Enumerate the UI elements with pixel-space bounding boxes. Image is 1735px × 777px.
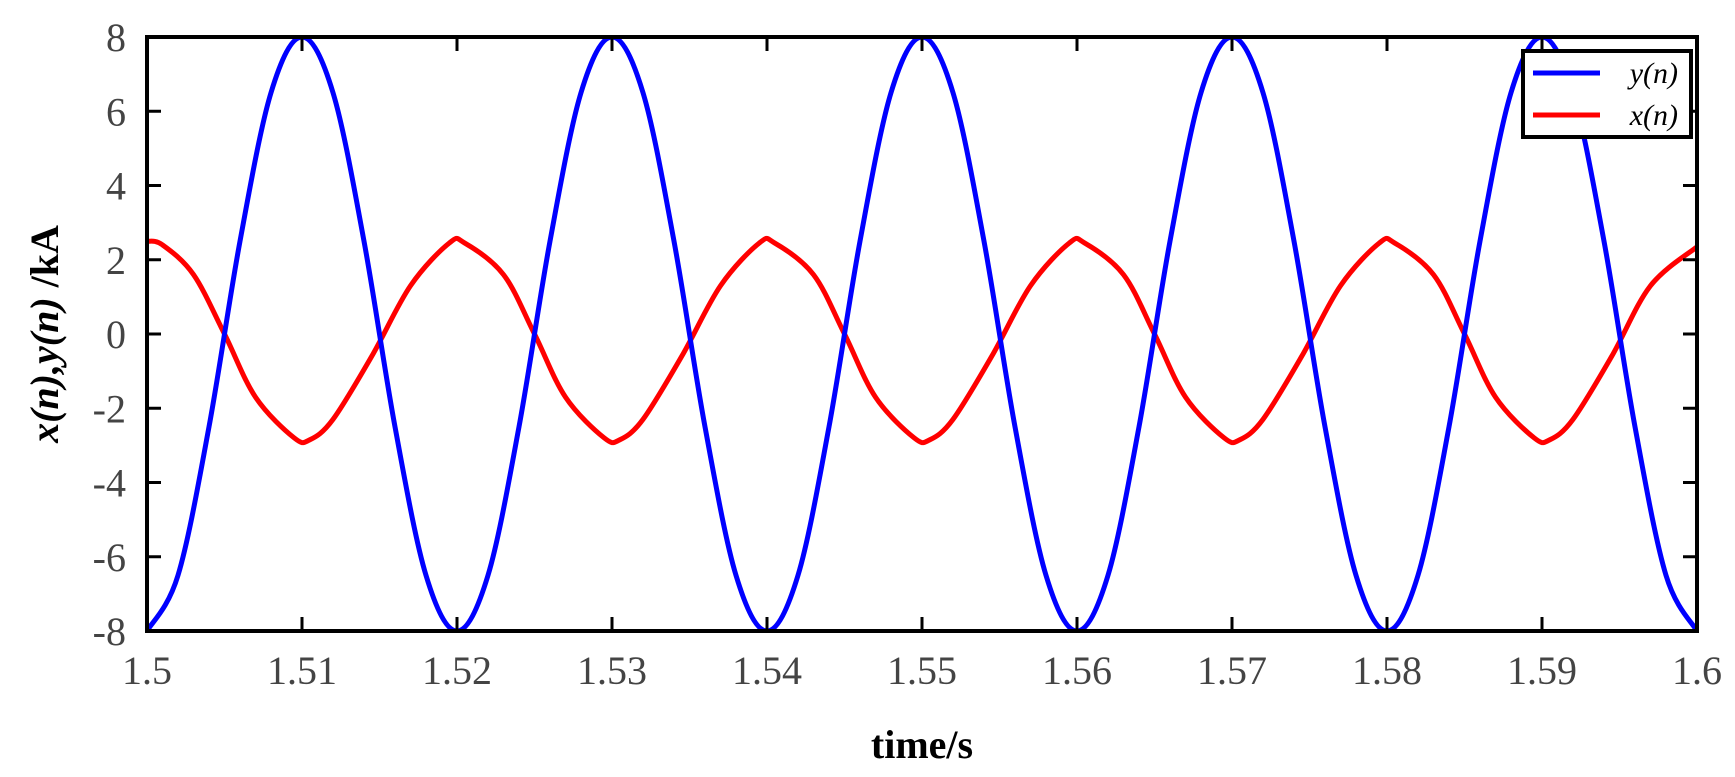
series-line-y-n bbox=[147, 37, 1697, 631]
y-tick-label: 6 bbox=[106, 89, 126, 134]
x-axis-title: time/s bbox=[871, 722, 973, 767]
y-tick-label: -6 bbox=[93, 535, 126, 580]
y-axis-title-part: /kA bbox=[22, 225, 67, 297]
y-axis-title-part: y( bbox=[22, 330, 67, 368]
y-axis-title-part: n bbox=[22, 311, 67, 333]
tick-layer bbox=[145, 35, 1699, 633]
legend-box bbox=[1521, 49, 1693, 139]
x-tick-label: 1.52 bbox=[422, 648, 492, 693]
series-layer bbox=[147, 37, 1697, 631]
x-tick-label: 1.56 bbox=[1042, 648, 1112, 693]
legend-label: x(n) bbox=[1629, 99, 1678, 132]
legend: y(n) x(n) bbox=[1521, 49, 1693, 139]
y-tick-label: 0 bbox=[106, 312, 126, 357]
tick-label-layer: 1.5 1.51 1.52 1.53 1.54 1.55 1.56 1.57 1.58 1.59 1… bbox=[93, 15, 1722, 693]
x-tick-label: 1.57 bbox=[1197, 648, 1267, 693]
y-tick-label: -4 bbox=[93, 461, 126, 506]
x-tick-label: 1.53 bbox=[577, 648, 647, 693]
y-axis-title-part: n bbox=[22, 387, 67, 409]
y-tick-label: 8 bbox=[106, 15, 126, 60]
y-axis-title-part: x( bbox=[22, 407, 67, 444]
x-tick-label: 1.51 bbox=[267, 648, 337, 693]
y-axis-title-part: ), bbox=[22, 364, 67, 390]
x-tick-label: 1.58 bbox=[1352, 648, 1422, 693]
x-tick-label: 1.54 bbox=[732, 648, 802, 693]
legend-entries: y(n) x(n) bbox=[1533, 57, 1678, 132]
y-tick-label: 4 bbox=[106, 164, 126, 209]
x-tick-label: 1.6 bbox=[1672, 648, 1722, 693]
x-tick-label: 1.55 bbox=[887, 648, 957, 693]
y-axis-title: x(n),y(n) /kA bbox=[22, 225, 67, 444]
y-axis-title-part: ) bbox=[22, 297, 67, 313]
y-tick-label: -2 bbox=[93, 386, 126, 431]
y-tick-label: -8 bbox=[93, 609, 126, 654]
y-tick-label: 2 bbox=[106, 238, 126, 283]
series-line-x-n bbox=[147, 235, 1697, 446]
x-tick-label: 1.59 bbox=[1507, 648, 1577, 693]
x-tick-label: 1.5 bbox=[122, 648, 172, 693]
legend-label: y(n) bbox=[1627, 57, 1678, 90]
